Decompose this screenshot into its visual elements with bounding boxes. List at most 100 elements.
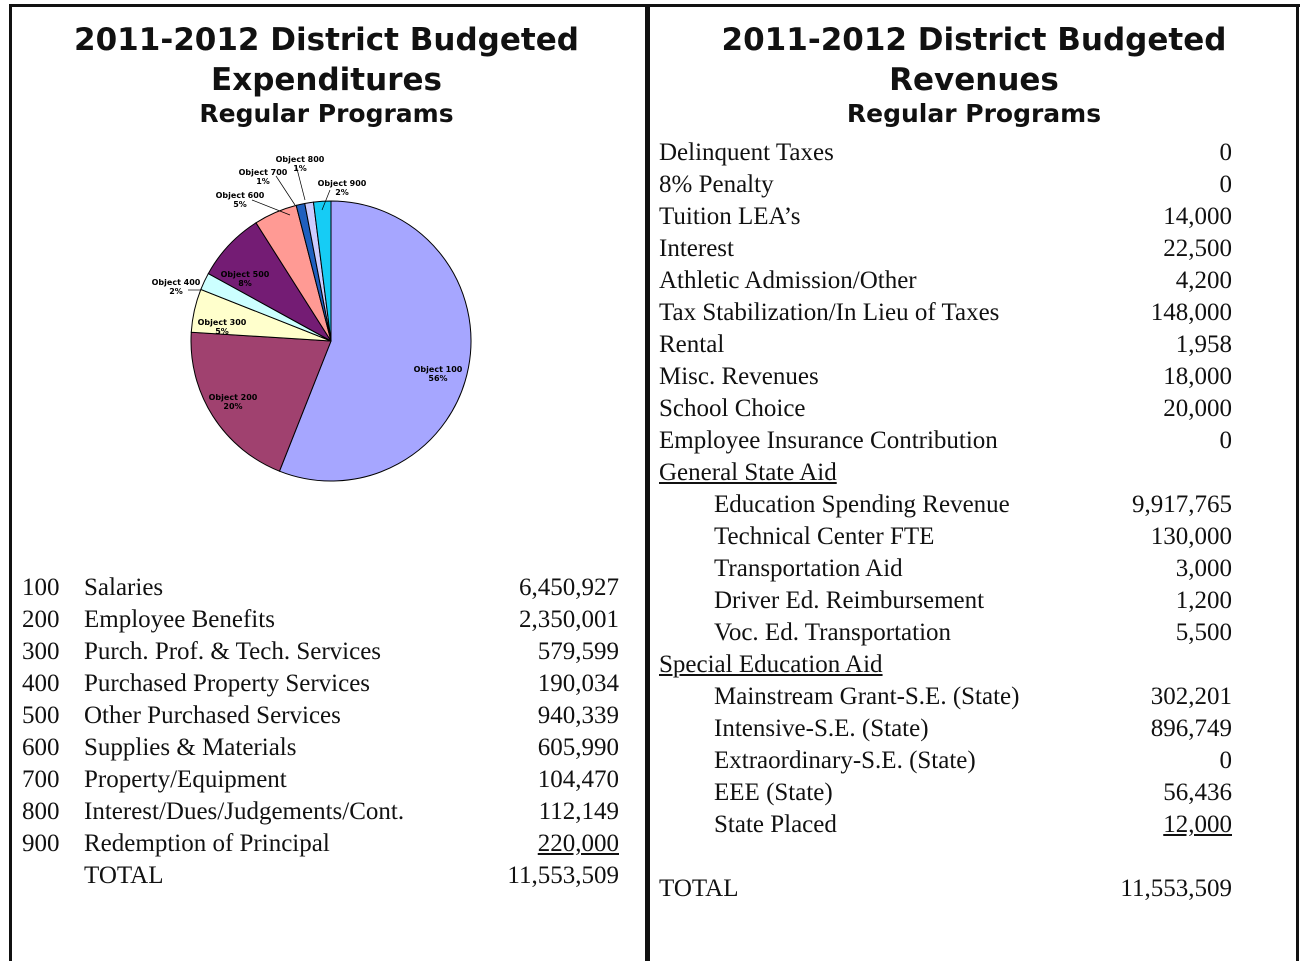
total-value: 11,553,509	[1120, 875, 1232, 902]
title: Expenditures	[211, 62, 442, 98]
row-label: Employee Insurance Contribution	[659, 427, 998, 454]
row-value: 18,000	[1163, 363, 1232, 390]
row-label: Athletic Admission/Other	[659, 267, 917, 294]
slice-label: Object 500	[221, 270, 270, 279]
row-label: Other Purchased Services	[84, 702, 341, 729]
border-top	[9, 4, 1300, 7]
row-value: 2,350,001	[519, 606, 619, 633]
slice-label: Object 400	[152, 278, 201, 287]
row-label: EEE (State)	[714, 779, 833, 806]
row-value: 302,201	[1150, 683, 1232, 710]
row-value: 0	[1219, 747, 1233, 774]
subtitle: Regular Programs	[846, 99, 1102, 128]
row-label: School Choice	[659, 395, 806, 422]
row-label: Misc. Revenues	[659, 363, 819, 390]
total-label: TOTAL	[84, 862, 164, 889]
row-value: 579,599	[537, 638, 619, 665]
row-value: 4,200	[1175, 267, 1232, 294]
slice-value: 20%	[223, 402, 242, 411]
border-right	[1296, 4, 1299, 961]
row-value: 148,000	[1150, 299, 1232, 326]
row-code: 700	[22, 766, 60, 793]
leader-line	[275, 175, 296, 206]
row-label: Supplies & Materials	[84, 734, 297, 761]
row-label: State Placed	[714, 811, 837, 838]
row-label: Intensive-S.E. (State)	[714, 715, 929, 742]
leader-line	[295, 164, 306, 201]
row-code: 600	[22, 734, 60, 761]
total-value: 11,553,509	[507, 862, 619, 889]
row-label: Interest/Dues/Judgements/Cont.	[84, 798, 405, 825]
row-label: Redemption of Principal	[84, 830, 330, 857]
row-label: Education Spending Revenue	[714, 491, 1010, 518]
section-heading: General State Aid	[659, 459, 837, 486]
slice-value: 2%	[169, 287, 183, 296]
border-left	[9, 4, 12, 961]
slice-label: Object 600	[216, 191, 265, 200]
row-label: Salaries	[84, 574, 164, 601]
title: 2011-2012 District Budgeted	[74, 22, 579, 58]
section-heading: Special Education Aid	[659, 651, 883, 678]
row-value: 5,500	[1175, 619, 1232, 646]
row-label: Purchased Property Services	[84, 670, 371, 697]
row-code: 500	[22, 702, 60, 729]
row-value: 56,436	[1163, 779, 1232, 806]
pie-slice	[312, 200, 332, 342]
leader-line	[321, 189, 331, 211]
row-code: 400	[22, 670, 60, 697]
row-label: Rental	[659, 331, 725, 358]
row-value: 3,000	[1175, 555, 1232, 582]
slice-value: 1%	[293, 164, 307, 173]
row-label: Purch. Prof. & Tech. Services	[84, 638, 382, 665]
pie-slice	[190, 331, 332, 472]
row-label: Tuition LEA’s	[659, 203, 801, 230]
slice-value: 8%	[238, 279, 252, 288]
divider	[645, 4, 650, 961]
slice-label: Object 800	[276, 155, 325, 164]
row-value: 6,450,927	[519, 574, 619, 601]
row-value: 22,500	[1163, 235, 1232, 262]
subtitle: Regular Programs	[199, 99, 454, 128]
title: 2011-2012 District Budgeted	[721, 22, 1227, 58]
row-label: Voc. Ed. Transportation	[714, 619, 952, 646]
row-value: 940,339	[537, 702, 619, 729]
total-label: TOTAL	[659, 875, 739, 902]
row-value: 0	[1219, 171, 1233, 198]
slice-value: 2%	[335, 188, 349, 197]
row-value: 1,958	[1175, 331, 1232, 358]
row-value: 896,749	[1150, 715, 1232, 742]
slice-label: Object 700	[239, 168, 288, 177]
row-label: Transportation Aid	[714, 555, 903, 582]
slice-value: 5%	[215, 327, 229, 336]
row-value: 0	[1219, 427, 1233, 454]
row-label: Extraordinary-S.E. (State)	[714, 747, 976, 774]
row-value: 12,000	[1163, 811, 1232, 838]
row-label: Property/Equipment	[84, 766, 287, 793]
row-value: 14,000	[1163, 203, 1232, 230]
row-value: 9,917,765	[1132, 491, 1232, 518]
slice-label: Object 900	[318, 179, 367, 188]
row-code: 100	[22, 574, 60, 601]
row-value: 0	[1219, 139, 1233, 166]
slice-label: Object 300	[198, 318, 247, 327]
row-value: 605,990	[537, 734, 619, 761]
row-code: 200	[22, 606, 60, 633]
row-label: Mainstream Grant-S.E. (State)	[714, 683, 1020, 710]
row-value: 112,149	[538, 798, 619, 825]
row-label: Tax Stabilization/In Lieu of Taxes	[659, 299, 1000, 326]
row-label: Delinquent Taxes	[659, 139, 834, 166]
row-label: 8% Penalty	[659, 171, 774, 198]
leader-line	[251, 199, 291, 216]
row-code: 900	[22, 830, 60, 857]
row-code: 800	[22, 798, 60, 825]
slice-value: 56%	[428, 374, 447, 383]
row-value: 20,000	[1163, 395, 1232, 422]
row-code: 300	[22, 638, 60, 665]
row-value: 1,200	[1175, 587, 1232, 614]
row-label: Employee Benefits	[84, 606, 275, 633]
row-value: 190,034	[537, 670, 619, 697]
pie-slice	[278, 200, 472, 482]
slice-label: Object 100	[414, 365, 463, 374]
